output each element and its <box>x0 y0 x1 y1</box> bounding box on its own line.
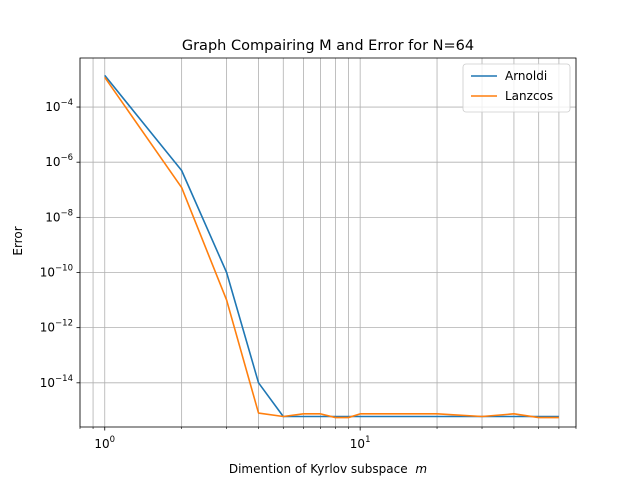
y-tick-label: 10−4 <box>45 98 73 114</box>
series-line-arnoldi <box>104 74 559 418</box>
chart-title: Graph Compairing M and Error for N=64 <box>182 38 474 54</box>
y-tick-label: 10−12 <box>40 319 73 335</box>
series-line-lanzcos <box>104 76 559 419</box>
y-tick-label: 10−8 <box>45 208 73 224</box>
plot-frame <box>79 57 577 428</box>
legend-label-arnoldi: Arnoldi <box>505 69 547 83</box>
x-axis-label-math: m <box>415 462 427 476</box>
y-tick-label: 10−14 <box>40 374 73 390</box>
legend-label-lanzcos: Lanzcos <box>505 89 553 103</box>
axis-ticks: 100 101 10−4 10−6 10−8 10−10 10−12 10−14 <box>40 98 577 451</box>
x-axis-label: Dimention of Kyrlov subspace m <box>229 462 427 476</box>
y-tick-label: 10−10 <box>40 264 73 280</box>
y-axis-label: Error <box>11 226 25 255</box>
y-tick-label: 10−6 <box>45 153 73 169</box>
series-lines <box>104 74 559 419</box>
x-tick-label: 100 <box>94 435 115 451</box>
x-tick-label: 101 <box>350 435 371 451</box>
legend: Arnoldi Lanzcos <box>462 63 571 113</box>
x-axis-label-text: Dimention of Kyrlov subspace <box>229 462 408 476</box>
